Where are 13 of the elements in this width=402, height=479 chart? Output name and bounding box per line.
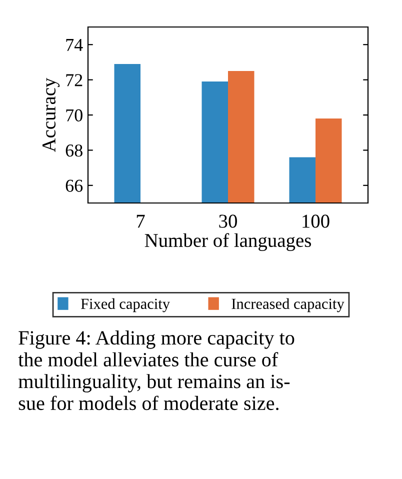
y-tick-label: 72: [66, 74, 82, 86]
caption: Figure 4: Adding more capacity to the model alleviates the curse of multilinguality, but remains an is- sue for models of moderate size.: [18, 330, 294, 410]
x-axis-title: Number of languages: [144, 233, 311, 252]
y-tick-label: 68: [66, 144, 82, 157]
y-tick-label: 66: [66, 180, 83, 192]
x-tick-label: 7: [136, 214, 145, 228]
x-tick-label: 30: [219, 214, 237, 228]
x-tick-label: 100: [302, 214, 330, 228]
legend-label: Fixed capacity: [80, 298, 170, 312]
y-axis-title: Accuracy: [42, 78, 60, 152]
y-tick-label: 74: [66, 38, 83, 51]
legend-label: Increased capacity: [232, 298, 344, 312]
y-tick-label: 70: [66, 109, 82, 122]
